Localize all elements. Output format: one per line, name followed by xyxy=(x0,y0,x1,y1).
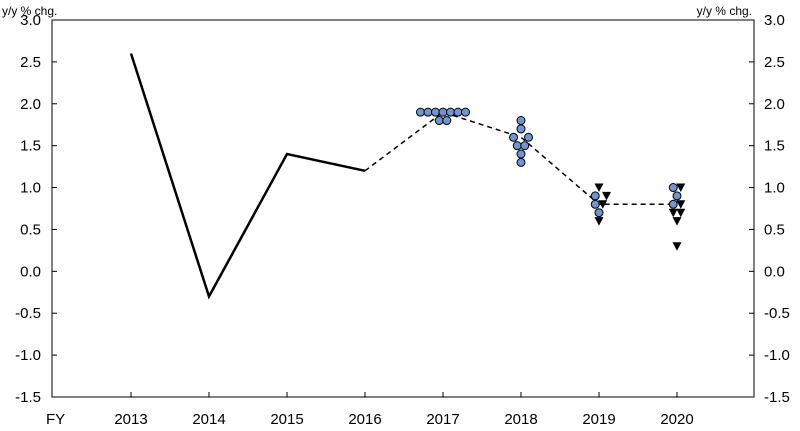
circle-marker xyxy=(520,141,530,151)
left-y-tick-label: 2.5 xyxy=(20,54,41,71)
circle-marker xyxy=(516,116,526,126)
circle-marker xyxy=(594,208,604,218)
left-y-tick-label: -1.0 xyxy=(15,347,41,364)
x-tick-label: 2016 xyxy=(348,411,381,428)
triangle-marker xyxy=(594,183,604,193)
right-y-tick-label: 1.5 xyxy=(764,138,785,155)
right-y-tick-label: -1.0 xyxy=(764,347,790,364)
circle-marker xyxy=(416,107,425,117)
triangle-marker xyxy=(594,217,604,226)
right-y-unit-label: y/y % chg. xyxy=(697,4,752,18)
circle-marker xyxy=(431,107,440,117)
left-y-tick-label: 1.5 xyxy=(20,138,41,155)
circle-marker xyxy=(524,132,533,142)
circle-marker xyxy=(509,132,518,142)
right-y-tick-label: -1.5 xyxy=(764,389,790,406)
actual-series-line xyxy=(129,53,366,300)
left-y-tick-label: 3.0 xyxy=(20,12,41,29)
circle-marker xyxy=(516,157,526,167)
circle-marker xyxy=(453,107,463,117)
triangle-marker xyxy=(598,200,608,209)
series-lines xyxy=(129,53,677,300)
left-y-axis: -1.5 -1.0 -0.5 0.0 0.5 1.0 1.5 2.0 2.5 3.0 xyxy=(15,12,57,406)
x-axis: 2013 2014 2015 2016 2017 2018 2019 2020 xyxy=(114,392,694,428)
circle-marker xyxy=(512,141,522,151)
left-y-unit-label: y/y % chg. xyxy=(2,4,57,18)
circle-marker xyxy=(442,116,452,126)
plot-area-frame xyxy=(51,19,755,398)
right-y-tick-label: 1.0 xyxy=(764,180,785,197)
x-tick-label: 2017 xyxy=(426,411,459,428)
circle-marker xyxy=(461,107,470,117)
x-tick-label: 2014 xyxy=(192,411,225,428)
left-y-tick-label: 1.0 xyxy=(20,180,41,197)
triangle-marker xyxy=(676,208,686,218)
triangle-marker xyxy=(672,242,682,251)
circle-marker xyxy=(516,149,526,159)
left-y-tick-label: 0.0 xyxy=(20,263,41,280)
triangle-marker xyxy=(602,191,611,201)
right-y-tick-label: 2.5 xyxy=(764,54,785,71)
right-y-tick-label: -0.5 xyxy=(764,305,790,322)
triangle-marker xyxy=(676,183,686,193)
median-forecast-line xyxy=(364,111,677,206)
x-tick-label: 2018 xyxy=(504,411,537,428)
left-y-tick-label: -0.5 xyxy=(15,305,41,322)
left-y-tick-label: 0.5 xyxy=(20,221,41,238)
circle-marker xyxy=(434,116,444,126)
circle-marker xyxy=(590,191,600,201)
circle-marker xyxy=(668,199,678,209)
right-y-tick-label: 0.5 xyxy=(764,221,785,238)
circle-marker xyxy=(516,124,526,134)
left-y-tick-label: 2.0 xyxy=(20,96,41,113)
x-prefix-label: FY xyxy=(46,411,65,428)
circle-marker xyxy=(446,107,455,117)
circle-marker xyxy=(672,191,682,201)
forecast-markers xyxy=(416,107,686,251)
circle-marker xyxy=(668,183,678,193)
right-y-tick-label: 0.0 xyxy=(764,263,785,280)
right-y-axis: -1.5 -1.0 -0.5 0.0 0.5 1.0 1.5 2.0 2.5 3.0 xyxy=(749,12,790,406)
right-y-tick-label: 3.0 xyxy=(764,12,785,29)
x-tick-label: 2015 xyxy=(270,411,303,428)
left-y-tick-label: -1.5 xyxy=(15,389,41,406)
circle-marker xyxy=(423,107,433,117)
circle-marker xyxy=(590,199,600,209)
x-tick-label: 2013 xyxy=(114,411,147,428)
triangle-marker xyxy=(672,217,682,226)
triangle-marker xyxy=(668,208,678,218)
circle-marker xyxy=(438,107,448,117)
x-tick-label: 2020 xyxy=(660,411,693,428)
x-tick-label: 2019 xyxy=(582,411,615,428)
right-y-tick-label: 2.0 xyxy=(764,96,785,113)
triangle-marker xyxy=(676,200,686,209)
